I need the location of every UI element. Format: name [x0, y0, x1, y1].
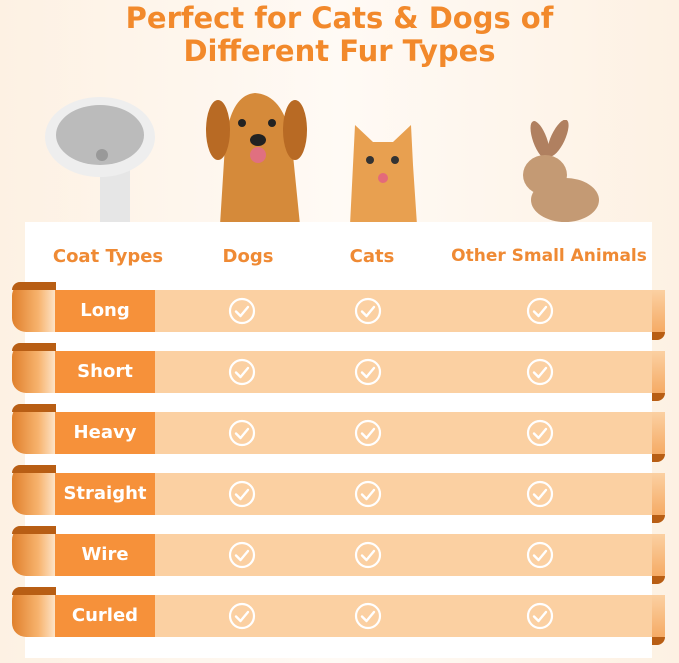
rabbit-image [523, 120, 599, 222]
check-circle-icon [228, 480, 256, 508]
check-circle-icon [526, 297, 554, 325]
ribbon-left [12, 282, 56, 332]
check-circle-icon [354, 602, 382, 630]
check-circle-icon [354, 541, 382, 569]
header-cats: Cats [349, 246, 395, 267]
dog-image [206, 93, 307, 225]
table-row: Long [0, 282, 679, 340]
check-circle-icon [228, 541, 256, 569]
coat-type-label: Wire [55, 534, 155, 576]
coat-type-label: Long [55, 290, 155, 332]
ribbon-right [652, 290, 665, 340]
check-circle-icon [228, 297, 256, 325]
check-circle-icon [526, 358, 554, 386]
ribbon-right [652, 595, 665, 645]
check-circle-icon [354, 480, 382, 508]
coat-type-label: Heavy [55, 412, 155, 454]
check-circle-icon [354, 297, 382, 325]
ribbon-left [12, 404, 56, 454]
ribbon-right [652, 351, 665, 401]
coat-type-label: Curled [55, 595, 155, 637]
ribbon-right [652, 534, 665, 584]
table-row: Wire [0, 526, 679, 584]
check-circle-icon [354, 358, 382, 386]
check-circle-icon [526, 419, 554, 447]
header-other-small-animals: Other Small Animals [451, 246, 647, 266]
check-circle-icon [526, 541, 554, 569]
ribbon-right [652, 412, 665, 462]
header-coat-types: Coat Types [52, 246, 164, 267]
check-circle-icon [354, 419, 382, 447]
ribbon-left [12, 465, 56, 515]
ribbon-left [12, 343, 56, 393]
cat-image [350, 125, 417, 225]
check-circle-icon [526, 602, 554, 630]
check-circle-icon [228, 602, 256, 630]
check-circle-icon [526, 480, 554, 508]
coat-type-label: Straight [55, 473, 155, 515]
table-row: Curled [0, 587, 679, 645]
header-dogs: Dogs [222, 246, 274, 267]
table-row: Heavy [0, 404, 679, 462]
ribbon-left [12, 587, 56, 637]
check-circle-icon [228, 358, 256, 386]
coat-type-label: Short [55, 351, 155, 393]
table-row: Straight [0, 465, 679, 523]
check-circle-icon [228, 419, 256, 447]
ribbon-left [12, 526, 56, 576]
ribbon-right [652, 473, 665, 523]
table-row: Short [0, 343, 679, 401]
page-title: Perfect for Cats & Dogs of Different Fur… [125, 1, 554, 68]
brush-image [45, 97, 155, 225]
